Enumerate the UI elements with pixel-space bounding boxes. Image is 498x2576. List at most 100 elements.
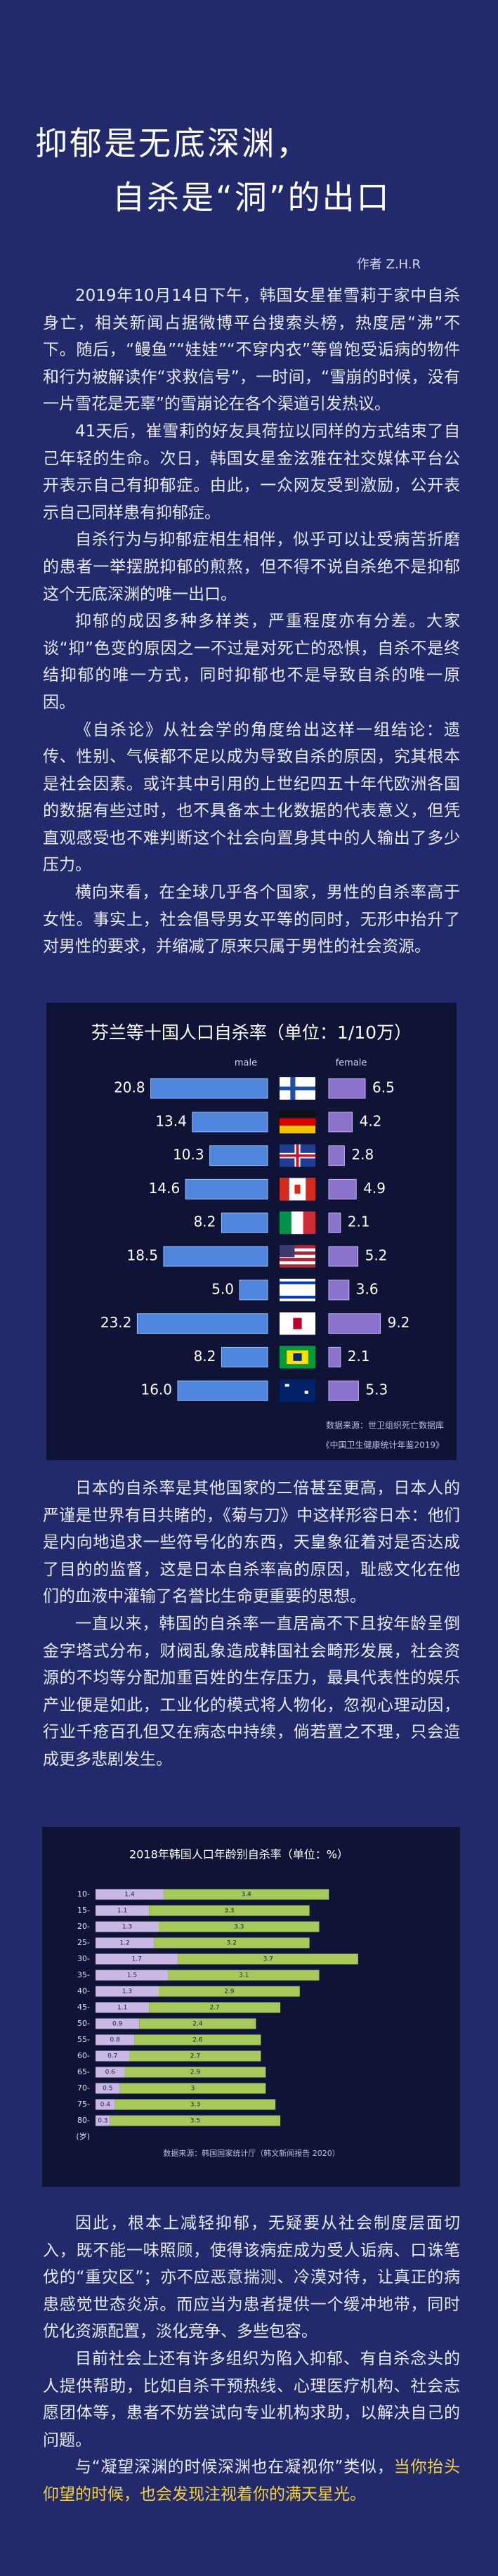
bar-segment — [96, 2067, 125, 2078]
value-label: 1.3 — [122, 1924, 132, 1931]
value-label: 3.3 — [190, 2102, 200, 2109]
paragraph: 与“凝望深渊的时候深渊也在凝视你”类似，当你抬头仰望的时候，也会发现注视着你的满… — [43, 2454, 460, 2508]
bar — [328, 1246, 359, 1267]
legend-label: male — [235, 1058, 257, 1069]
flag-part — [293, 1353, 302, 1361]
bar-segment — [96, 1889, 164, 1900]
legend-label: female — [336, 1058, 367, 1069]
title-line: 抑郁是无底深渊， — [35, 124, 310, 162]
bar — [185, 1178, 268, 1199]
flag-part — [280, 1245, 315, 1249]
y-tick-label: 25- — [77, 1938, 90, 1947]
bar — [136, 1313, 268, 1334]
bar — [150, 1078, 268, 1099]
value-label: 1.1 — [117, 1908, 127, 1915]
chart-title: 2018年韩国人口年龄别自杀率（单位：%） — [129, 1848, 348, 1861]
paragraph: 《自杀论》从社会学的角度给出这样一组结论：遗传、性别、气候都不足以成为导致自杀的… — [43, 720, 460, 875]
value-label: 2.9 — [224, 1989, 235, 1996]
value-label: 1.2 — [119, 1940, 129, 1947]
flag-part — [280, 1178, 289, 1201]
bar-segment — [110, 2115, 281, 2126]
bar — [209, 1145, 268, 1166]
value-label: 2.1 — [348, 1348, 370, 1365]
flag-part — [280, 1248, 315, 1252]
bar — [328, 1145, 345, 1166]
bar-segment — [96, 2050, 130, 2062]
value-label: 5.0 — [211, 1280, 234, 1297]
y-tick-label: 40- — [77, 1986, 90, 1996]
bar-segment — [96, 1953, 178, 1965]
paragraph: 抑郁的成因多种多样类，严重程度亦有分差。大家谈“抑”色变的原因之一不过是对死亡的… — [43, 612, 460, 712]
value-label: 3.5 — [190, 2118, 200, 2125]
bar — [192, 1112, 268, 1133]
flag-part — [280, 1379, 315, 1403]
bar-segment — [154, 1937, 310, 1949]
source-note: 《中国卫生健康统计年鉴2019》 — [321, 1440, 444, 1450]
flag-part — [280, 1154, 315, 1157]
y-tick-label: 65- — [77, 2067, 90, 2076]
bar-segment — [96, 2099, 115, 2110]
value-label: 13.4 — [155, 1112, 187, 1129]
value-label: 1.1 — [117, 2005, 127, 2012]
bar — [221, 1346, 268, 1367]
paragraph: 自杀行为与抑郁症相生相伴，似乎可以让受病苦折磨的患者一举摆脱抑郁的煎熬，但不得不… — [43, 531, 460, 604]
chart: 芬兰等十国人口自杀率（单位：1/10万） male female 20.8 6.5 13.… — [46, 1003, 457, 1460]
value-label: 9.2 — [388, 1314, 410, 1331]
bar-segment — [149, 1905, 310, 1916]
bar — [328, 1178, 357, 1199]
flag-part — [291, 1211, 304, 1235]
highlight: 当你抬头仰望的时候，也会发现注视着你的满天星光。 — [43, 2458, 460, 2504]
flag-part — [280, 1264, 315, 1268]
paragraph: 目前社会上还有许多组织为陷入抑郁、有自杀念头的人提供帮助，比如自杀干预热线、心理… — [43, 2349, 460, 2450]
flag-part — [280, 1245, 295, 1258]
bar-segment — [124, 2067, 266, 2078]
bar-segment — [134, 2034, 261, 2045]
bar-segment — [96, 1970, 169, 1981]
value-label: 3 — [191, 2086, 195, 2093]
paragraph: 一直以来，韩国的自杀率一直居高不下且按年龄呈倒金字塔式分布，财阀乱象造成韩国社会… — [43, 1614, 460, 1769]
value-label: 8.2 — [194, 1348, 216, 1365]
value-label: 4.2 — [360, 1112, 382, 1129]
title-line: 自杀是“洞”的出口 — [112, 178, 391, 216]
value-label: 16.0 — [140, 1381, 172, 1398]
value-label: 3.1 — [239, 1972, 249, 1979]
value-label: 2.4 — [192, 2021, 203, 2028]
value-label: 5.2 — [365, 1247, 388, 1264]
value-label: 0.3 — [98, 2118, 107, 2125]
bar — [163, 1246, 268, 1267]
value-label: 1.4 — [124, 1892, 135, 1899]
y-tick-label: 15- — [77, 1906, 90, 1915]
paragraph: 横向来看，在全球几乎各个国家，男性的自杀率高于女性。事实上，社会倡导男女平等的同… — [43, 883, 460, 956]
flag-part — [280, 1251, 315, 1255]
bar-segment — [129, 2050, 261, 2062]
value-label: 2.9 — [190, 2069, 201, 2076]
value-label: 23.2 — [100, 1314, 132, 1331]
paragraph: 因此，根本上减轻抑郁，无疑要从社会制度层面切入，既不能一味照顾，使得该病症成为受… — [43, 2214, 460, 2341]
value-label: 0.7 — [107, 2053, 117, 2060]
bar-segment — [96, 2034, 135, 2045]
flag-part — [284, 1384, 289, 1387]
y-tick-label: 45- — [77, 2003, 90, 2012]
text-block: 因此，根本上减轻抑郁，无疑要从社会制度层面切入，既不能一味照顾，使得该病症成为受… — [43, 2210, 460, 2509]
value-label: 5.3 — [365, 1381, 388, 1398]
bar-segment — [149, 2002, 281, 2013]
y-tick-label: 10- — [77, 1889, 90, 1899]
text: 与“凝望深渊的时候深渊也在凝视你”类似， — [75, 2458, 394, 2477]
flag-part — [303, 1211, 315, 1235]
bar-segment — [96, 1986, 159, 1997]
source-note: 数据来源：韩国国家统计厅（韩文新闻报告 2020） — [163, 2148, 340, 2158]
paragraph: 日本的自杀率是其他国家的二倍甚至更高，日本人的严谨是世界有目共睹的，《菊与刀》中… — [43, 1479, 460, 1606]
axis-unit: (岁) — [76, 2131, 90, 2141]
flag-part — [280, 1211, 292, 1235]
bar-segment — [159, 1986, 300, 1997]
bar — [328, 1346, 341, 1367]
paragraph: 41天后，崔雪莉的好友具荷拉以同样的方式结束了自己年轻的生命。次日，韩国女星金泫… — [43, 422, 460, 522]
y-tick-label: 75- — [77, 2100, 90, 2109]
bar — [328, 1112, 353, 1133]
value-label: 4.9 — [363, 1180, 386, 1197]
y-tick-label: 70- — [77, 2083, 90, 2093]
bar-segment — [96, 1921, 159, 1932]
value-label: 2.1 — [348, 1214, 370, 1230]
flag-part — [280, 1086, 315, 1091]
